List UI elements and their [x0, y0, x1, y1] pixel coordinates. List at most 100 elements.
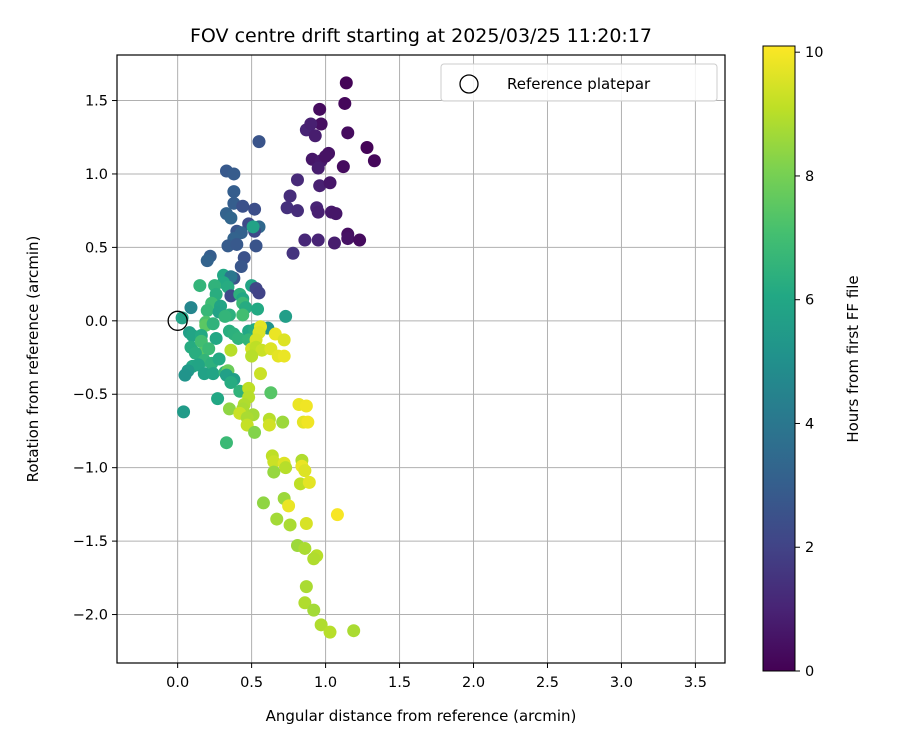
colorbar-tick-label: 2 [805, 540, 814, 556]
data-point [200, 254, 214, 268]
x-tick-label: 2.0 [462, 675, 485, 691]
legend-entry: Reference platepar [507, 75, 651, 93]
x-tick-label: 0.0 [166, 675, 189, 691]
data-point [252, 286, 266, 300]
data-point [329, 207, 343, 221]
legend: Reference platepar [440, 63, 718, 102]
data-point [314, 618, 328, 632]
data-point [347, 624, 361, 638]
data-point [298, 464, 312, 478]
data-point [231, 331, 245, 345]
data-point [279, 309, 293, 323]
data-point [283, 518, 297, 532]
data-point [184, 301, 198, 315]
data-point [178, 368, 192, 382]
data-point [267, 465, 281, 479]
colorbar-label: Hours from first FF file [844, 275, 862, 442]
colorbar-tick-label: 6 [805, 293, 814, 309]
data-point [304, 117, 318, 131]
data-point [311, 161, 325, 175]
data-point [307, 603, 321, 617]
data-point [290, 173, 304, 187]
data-point [249, 239, 263, 253]
data-point [308, 129, 322, 143]
x-tick-label: 3.0 [610, 675, 633, 691]
x-tick-label: 3.5 [684, 675, 707, 691]
legend-box [440, 63, 718, 102]
y-tick-label: −1.0 [73, 461, 108, 477]
data-point [267, 455, 281, 469]
data-point [248, 425, 262, 439]
data-point [299, 399, 313, 413]
data-point [323, 625, 337, 639]
colorbar-tick-label: 8 [805, 169, 814, 185]
data-point [227, 185, 241, 199]
data-point [224, 375, 238, 389]
x-tick-label: 1.5 [388, 675, 411, 691]
x-axis-ticks: 0.0 0.5 1.0 1.5 2.0 2.5 3.0 3.5 [166, 663, 707, 691]
reference-layer [167, 310, 188, 331]
data-point [299, 580, 313, 594]
data-point [313, 102, 327, 116]
reference-marker [167, 310, 188, 331]
data-point [341, 126, 355, 140]
data-point [298, 596, 312, 610]
data-point [262, 418, 276, 432]
colorbar-gradient [762, 45, 796, 672]
y-tick-label: 0.0 [85, 314, 108, 330]
data-point [319, 149, 333, 163]
legend-marker [459, 74, 479, 94]
data-point [188, 346, 202, 360]
colorbar-tick-label: 10 [805, 45, 823, 61]
y-tick-label: −0.5 [73, 387, 108, 403]
data-point [302, 475, 316, 489]
data-point [234, 259, 248, 273]
y-tick-label: −2.0 [73, 608, 108, 624]
data-point [298, 541, 312, 555]
y-tick-label: 1.0 [85, 167, 108, 183]
colorbar-tick-label: 0 [805, 664, 814, 680]
data-point [246, 220, 260, 234]
plot-frame [116, 54, 726, 664]
data-point [327, 236, 341, 250]
data-point [298, 233, 312, 247]
data-point [177, 405, 191, 419]
data-point [276, 415, 290, 429]
data-point [270, 512, 284, 526]
data-point [253, 367, 267, 381]
data-point [256, 496, 270, 510]
data-point [264, 386, 278, 400]
y-tick-label: 0.5 [85, 240, 108, 256]
data-point [209, 331, 223, 345]
data-point [227, 167, 241, 181]
data-point [311, 233, 325, 247]
colorbar-ticks: 0 2 4 6 8 10 [795, 45, 823, 680]
data-point [299, 516, 313, 530]
data-point [338, 96, 352, 110]
chart-title: FOV centre drift starting at 2025/03/25 … [190, 25, 652, 47]
data-point [323, 176, 337, 190]
data-point [313, 179, 327, 193]
y-axis-ticks: −2.0 −1.5 −1.0 −0.5 0.0 0.5 1.0 1.5 [73, 94, 117, 624]
x-axis-label: Angular distance from reference (arcmin) [266, 707, 577, 725]
data-point [212, 352, 226, 366]
data-point [206, 367, 220, 381]
y-tick-label: −1.5 [73, 534, 108, 550]
colorbar: 0 2 4 6 8 10 Hours from first FF file [762, 45, 862, 680]
data-point [224, 343, 238, 357]
data-point [200, 304, 214, 318]
data-point [330, 508, 344, 522]
data-point [224, 211, 238, 225]
data-point [282, 499, 296, 513]
data-point [336, 160, 350, 174]
data-point [202, 342, 216, 356]
data-point [283, 189, 297, 203]
data-point [236, 308, 250, 322]
data-point [222, 402, 236, 416]
data-point [353, 233, 367, 247]
colorbar-tick-label: 4 [805, 416, 814, 432]
y-tick-label: 1.5 [85, 94, 108, 110]
data-point [307, 552, 321, 566]
data-point [311, 205, 325, 219]
